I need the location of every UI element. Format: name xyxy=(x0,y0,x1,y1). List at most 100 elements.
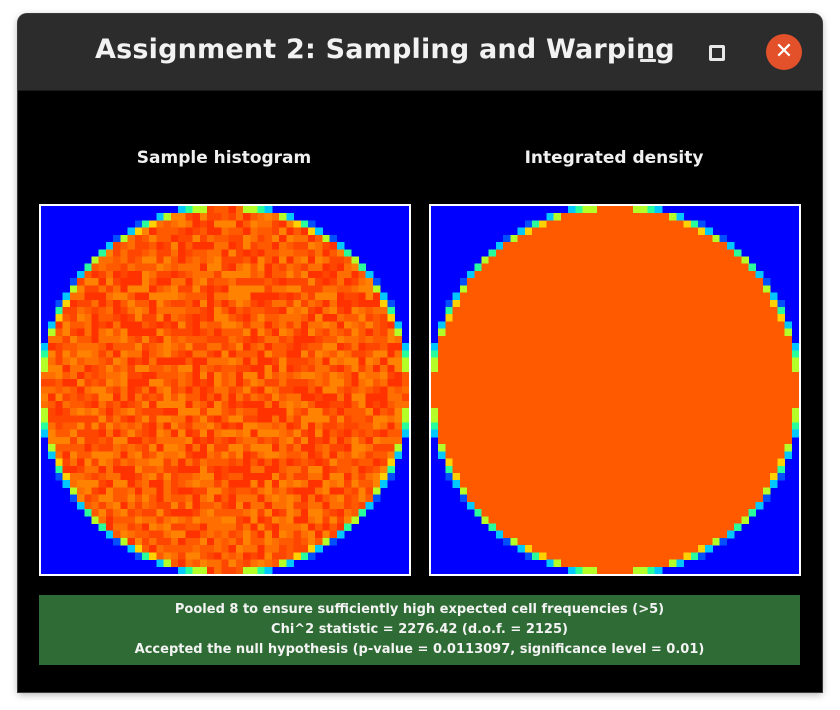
heatmap-cell xyxy=(669,249,677,257)
heatmap-cell xyxy=(712,422,720,431)
heatmap-cell xyxy=(394,429,403,438)
heatmap-cell xyxy=(459,422,468,431)
heatmap-cell xyxy=(206,487,215,495)
heatmap-cell xyxy=(286,523,294,532)
heatmap-cell xyxy=(315,227,323,236)
heatmap-cell xyxy=(503,415,511,423)
heatmap-cell xyxy=(539,400,547,409)
heatmap-cell xyxy=(719,487,728,495)
heatmap-cell xyxy=(178,379,186,387)
heatmap-cell xyxy=(156,458,165,467)
heatmap-cell xyxy=(748,451,757,459)
heatmap-cell xyxy=(113,400,121,409)
heatmap-cell xyxy=(582,530,591,539)
heatmap-cell xyxy=(438,328,446,337)
minimize-icon[interactable] xyxy=(630,34,666,70)
heatmap-cell xyxy=(315,465,323,474)
heatmap-cell xyxy=(726,357,735,366)
heatmap-cell xyxy=(358,393,367,402)
heatmap-cell xyxy=(568,530,576,539)
heatmap-cell xyxy=(365,278,374,286)
heatmap-cell xyxy=(481,501,490,510)
heatmap-cell xyxy=(286,465,294,474)
heatmap-cell xyxy=(134,242,143,250)
heatmap-cell xyxy=(142,465,150,474)
heatmap-cell xyxy=(568,270,576,279)
heatmap-cell xyxy=(690,321,699,330)
heatmap-cell xyxy=(344,350,352,358)
heatmap-cell xyxy=(697,307,706,315)
heatmap-cell xyxy=(387,400,395,409)
heatmap-cell xyxy=(206,206,215,214)
heatmap-cell xyxy=(784,400,793,409)
heatmap-cell xyxy=(697,386,706,394)
heatmap-cell xyxy=(264,364,273,373)
heatmap-cell xyxy=(315,472,323,481)
heatmap-cell xyxy=(697,379,706,387)
heatmap-cell xyxy=(553,501,562,510)
heatmap-cell xyxy=(105,379,114,387)
heatmap-cell xyxy=(568,278,576,286)
heatmap-cell xyxy=(105,321,114,330)
heatmap-cell xyxy=(459,494,468,503)
heatmap-cell xyxy=(705,321,713,330)
heatmap-cell xyxy=(257,458,266,467)
heatmap-cell xyxy=(120,270,128,279)
maximize-icon[interactable] xyxy=(698,34,734,70)
heatmap-cell xyxy=(654,552,663,560)
heatmap-cell xyxy=(163,559,172,568)
heatmap-cell xyxy=(495,270,504,279)
heatmap-cell xyxy=(445,386,453,394)
heatmap-cell xyxy=(134,299,143,308)
heatmap-cell xyxy=(344,278,352,286)
heatmap-cell xyxy=(163,408,172,416)
heatmap-cell xyxy=(712,350,720,358)
heatmap-cell xyxy=(734,285,742,293)
heatmap-cell xyxy=(48,357,56,366)
heatmap-cell xyxy=(784,321,793,330)
heatmap-cell xyxy=(611,242,619,250)
heatmap-cell xyxy=(669,328,677,337)
heatmap-cell xyxy=(481,444,490,452)
heatmap-cell xyxy=(589,292,598,301)
heatmap-cell xyxy=(185,213,193,221)
heatmap-cell xyxy=(192,220,201,228)
heatmap-cell xyxy=(120,537,128,546)
heatmap-cell xyxy=(625,335,634,344)
heatmap-cell xyxy=(791,371,799,380)
heatmap-cell xyxy=(459,400,468,409)
heatmap-cell xyxy=(661,364,670,373)
heatmap-cell xyxy=(654,206,663,214)
heatmap-cell xyxy=(560,552,569,560)
heatmap-cell xyxy=(170,559,179,568)
heatmap-cell xyxy=(279,314,287,322)
heatmap-cell xyxy=(286,545,294,553)
title-bar[interactable]: Assignment 2: Sampling and Warping ✕ xyxy=(18,14,822,91)
heatmap-cell xyxy=(445,451,453,459)
heatmap-cell xyxy=(185,516,193,524)
heatmap-cell xyxy=(336,242,345,250)
heatmap-cell xyxy=(69,328,78,337)
heatmap-cell xyxy=(315,299,323,308)
heatmap-cell xyxy=(734,422,742,431)
heatmap-cell xyxy=(748,364,757,373)
heatmap-cell xyxy=(55,379,63,387)
heatmap-cell xyxy=(163,429,172,438)
heatmap-cell xyxy=(372,429,381,438)
heatmap-cell xyxy=(661,408,670,416)
heatmap-cell xyxy=(474,328,482,337)
heatmap-cell xyxy=(676,451,684,459)
heatmap-cell xyxy=(62,357,71,366)
heatmap-cell xyxy=(286,494,294,503)
heatmap-cell xyxy=(358,379,367,387)
heatmap-cell xyxy=(640,307,648,315)
heatmap-cell xyxy=(633,285,641,293)
heatmap-cell xyxy=(77,436,85,445)
close-icon[interactable]: ✕ xyxy=(766,34,802,70)
heatmap-cell xyxy=(618,249,627,257)
heatmap-cell xyxy=(669,552,677,560)
heatmap-cell xyxy=(690,422,699,431)
heatmap-cell xyxy=(575,545,583,553)
heatmap-cell xyxy=(503,429,511,438)
heatmap-cell xyxy=(170,465,179,474)
